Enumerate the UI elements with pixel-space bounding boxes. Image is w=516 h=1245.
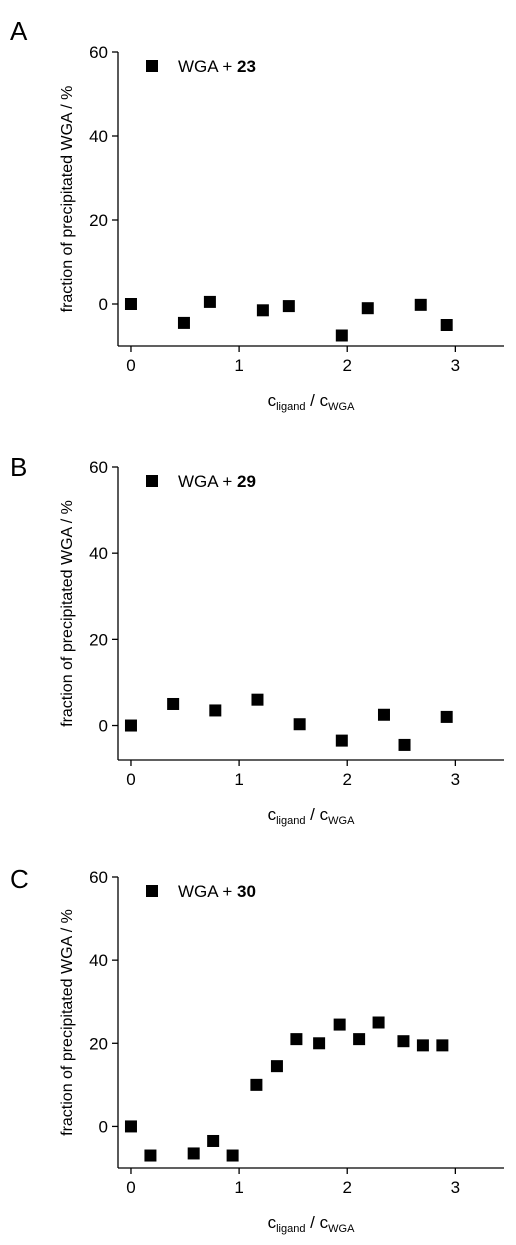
x-axis-label-c1: c <box>268 1213 277 1232</box>
x-tick-label: 2 <box>342 356 351 375</box>
y-tick-label: 20 <box>89 1034 108 1053</box>
data-point <box>167 697 180 710</box>
legend-text: WGA + 29 <box>178 472 256 491</box>
legend-text: WGA + 30 <box>178 882 256 901</box>
x-tick-label: 2 <box>342 770 351 789</box>
x-axis-label: cligand / cWGA <box>268 391 355 413</box>
x-axis-label-c2: c <box>320 1213 329 1232</box>
data-point <box>293 718 306 731</box>
x-tick-label: 3 <box>451 770 460 789</box>
data-point <box>416 1039 429 1052</box>
x-axis-label-sep: / <box>305 391 319 410</box>
data-point <box>414 298 427 311</box>
data-point <box>440 319 453 331</box>
data-point <box>226 1149 239 1162</box>
legend-prefix: WGA + <box>178 57 237 76</box>
x-tick-label: 3 <box>451 1178 460 1197</box>
legend-prefix: WGA + <box>178 882 237 901</box>
data-point <box>397 1035 410 1048</box>
x-axis-label-sep: / <box>305 1213 319 1232</box>
x-tick-label: 2 <box>342 1178 351 1197</box>
y-axis-label: fraction of precipitated WGA / % <box>59 909 76 1136</box>
x-axis-label-sub2: WGA <box>328 815 355 827</box>
data-point <box>251 693 264 706</box>
data-point <box>209 704 222 717</box>
x-tick-label: 1 <box>234 1178 243 1197</box>
data-point <box>124 719 137 732</box>
y-axis-label: fraction of precipitated WGA / % <box>59 86 76 313</box>
panel-label: B <box>10 452 27 482</box>
legend-compound: 30 <box>237 882 256 901</box>
x-axis-label-sub1: ligand <box>276 815 305 827</box>
legend-compound: 29 <box>237 472 256 491</box>
data-point <box>250 1078 263 1091</box>
x-axis-label-c1: c <box>268 391 277 410</box>
data-point <box>282 300 295 313</box>
legend-marker <box>146 885 158 897</box>
data-point <box>207 1134 220 1147</box>
data-point <box>440 710 453 723</box>
legend-compound: 23 <box>237 57 256 76</box>
y-axis-label: fraction of precipitated WGA / % <box>59 500 76 727</box>
legend-text: WGA + 23 <box>178 57 256 76</box>
y-tick-label: 20 <box>89 211 108 230</box>
data-point <box>177 316 190 329</box>
x-tick-label: 3 <box>451 356 460 375</box>
data-point <box>333 1018 346 1031</box>
x-axis-label-c2: c <box>320 391 329 410</box>
x-axis-label-sub1: ligand <box>276 1223 305 1235</box>
chart-panel-b: B 0 20 40 60 0 1 2 3 fraction of precipitated WGA… <box>10 452 504 827</box>
data-point <box>124 1120 137 1133</box>
y-tick-label: 0 <box>99 1117 108 1136</box>
x-axis-label: cligand / cWGA <box>268 805 355 827</box>
legend-marker <box>146 60 158 72</box>
chart-panel-c: C 0 20 40 60 0 1 2 3 fraction of precipitated WGA… <box>10 864 504 1235</box>
data-point <box>313 1037 326 1050</box>
x-tick-label: 1 <box>234 356 243 375</box>
data-point <box>335 329 348 342</box>
data-point <box>270 1060 283 1073</box>
y-tick-label: 0 <box>99 295 108 314</box>
x-tick-label: 0 <box>126 356 135 375</box>
data-point <box>377 708 390 721</box>
y-tick-label: 0 <box>99 717 108 736</box>
x-tick-label: 1 <box>234 770 243 789</box>
y-tick-label: 20 <box>89 630 108 649</box>
x-tick-label: 0 <box>126 770 135 789</box>
legend-prefix: WGA + <box>178 472 237 491</box>
data-point <box>124 298 137 310</box>
x-axis-label: cligand / cWGA <box>268 1213 355 1235</box>
y-tick-label: 40 <box>89 127 108 146</box>
y-tick-label: 60 <box>89 458 108 477</box>
x-axis-label-c2: c <box>320 805 329 824</box>
data-point <box>203 295 216 308</box>
data-point <box>398 738 411 751</box>
data-point <box>436 1039 449 1052</box>
data-point <box>372 1016 385 1029</box>
x-axis-label-sub2: WGA <box>328 1223 355 1235</box>
panel-label: C <box>10 864 29 894</box>
panel-label: A <box>10 16 28 46</box>
y-tick-label: 60 <box>89 868 108 887</box>
data-point <box>361 302 374 315</box>
data-point <box>256 304 269 317</box>
x-axis-label-c1: c <box>268 805 277 824</box>
x-axis-label-sep: / <box>305 805 319 824</box>
x-tick-label: 0 <box>126 1178 135 1197</box>
y-tick-label: 60 <box>89 43 108 62</box>
x-axis-label-sub2: WGA <box>328 401 355 413</box>
legend-marker <box>146 475 158 487</box>
data-point <box>290 1033 303 1046</box>
y-tick-label: 40 <box>89 544 108 563</box>
y-tick-label: 40 <box>89 951 108 970</box>
x-axis-label-sub1: ligand <box>276 401 305 413</box>
data-point <box>353 1033 366 1046</box>
data-point <box>335 734 348 747</box>
data-point <box>187 1147 200 1160</box>
data-point <box>144 1149 157 1162</box>
